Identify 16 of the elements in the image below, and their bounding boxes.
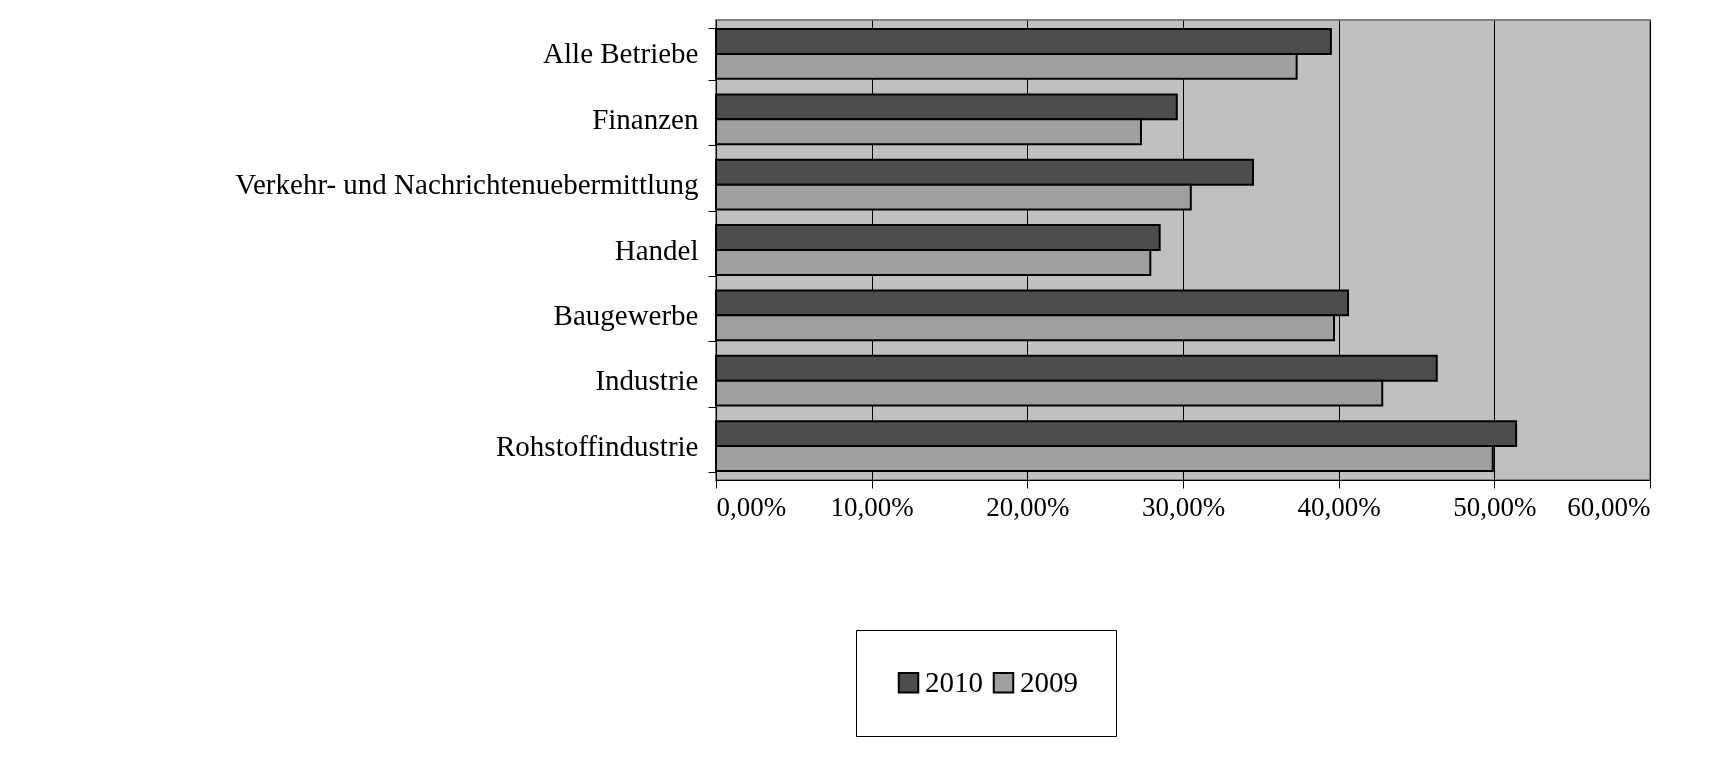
x-tick-label: 10,00%: [830, 491, 914, 522]
x-tick-label: 40,00%: [1297, 491, 1381, 522]
y-tick-label: Rohstoffindustrie: [496, 429, 699, 462]
y-tick-label: Finanzen: [592, 102, 699, 135]
x-tick-label: 0,00%: [716, 491, 787, 522]
x-tick-label: 60,00%: [1567, 491, 1651, 522]
y-tick-label: Handel: [614, 233, 699, 266]
x-tick-label: 50,00%: [1453, 491, 1537, 522]
y-tick-label: Alle Betriebe: [543, 37, 699, 70]
y-tick-label: Baugewerbe: [553, 298, 699, 331]
x-tick-label: 30,00%: [1141, 491, 1226, 522]
y-tick-label: Industrie: [595, 364, 699, 397]
legend-label: 2010: [925, 665, 983, 698]
y-tick-label: Verkehr- und Nachrichtenuebermittlung: [235, 168, 699, 201]
x-tick-label: 20,00%: [986, 491, 1070, 522]
legend-label: 2009: [1020, 665, 1078, 698]
